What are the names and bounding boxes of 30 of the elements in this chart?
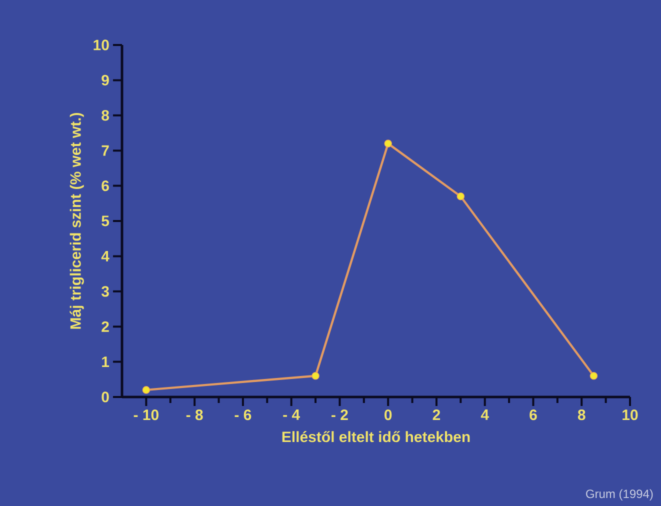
point: [456, 192, 465, 200]
y-tick-label: 10: [94, 40, 109, 50]
y-tick-label: 1: [102, 356, 110, 367]
x-tick-label: - 10: [134, 410, 158, 420]
point: [142, 386, 150, 394]
y-tick-label: 5: [102, 216, 110, 226]
y-tick-label: 3: [101, 286, 109, 297]
x-tick-label: 4: [480, 410, 489, 420]
x-tick-label: - 4: [283, 410, 300, 420]
x-axis-title: Elléstől eltelt idő hetekben: [282, 431, 470, 442]
x-tick-label: - 6: [234, 410, 252, 420]
y-tick-label: 2: [102, 321, 109, 332]
y-tick-label: 8: [102, 110, 109, 121]
x-tick-label: - 2: [332, 410, 348, 420]
x-tick-label: 6: [530, 410, 537, 420]
point: [384, 140, 392, 148]
y-tick-label: 9: [102, 74, 109, 86]
text: Grum (1994): [586, 489, 653, 500]
x-tick-label: 2: [432, 410, 440, 420]
y-tick-label: 0: [102, 392, 109, 402]
x-tick-label: 0: [384, 410, 392, 420]
y-tick-label: 6: [102, 180, 109, 192]
point: [312, 372, 320, 380]
x-tick-label: - 8: [186, 410, 203, 420]
y-tick-label: 4: [101, 251, 110, 262]
x-tick-label: 10: [622, 410, 638, 420]
y-axis-title: Máj triglicerid szint (% wet wt.): [70, 112, 84, 329]
y-tick-label: 7: [102, 145, 109, 156]
x-tick-label: 8: [578, 410, 586, 420]
point: [590, 372, 598, 380]
